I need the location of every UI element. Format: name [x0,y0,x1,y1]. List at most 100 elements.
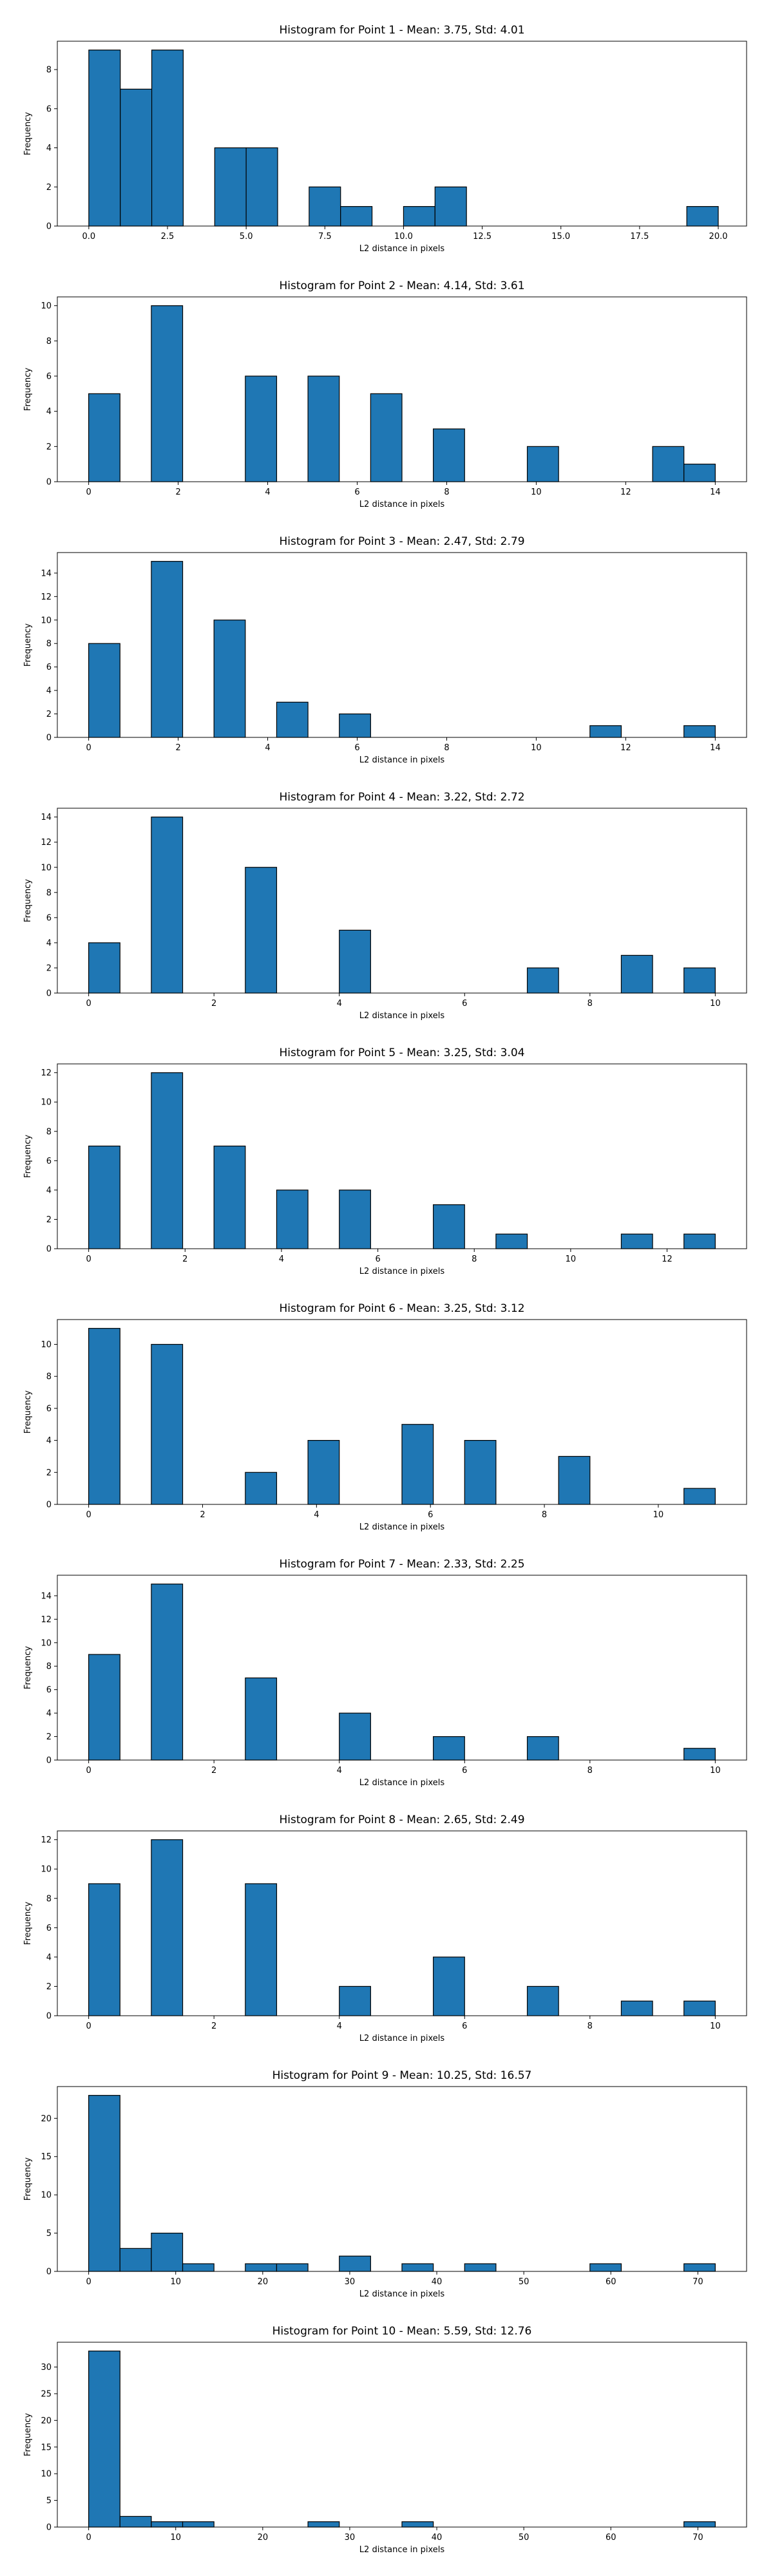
histogram-panel-10: Histogram for Point 10 - Mean: 5.59, Std… [23,2325,747,2555]
y-tick-label: 4 [46,1436,52,1446]
x-tick-label: 5.0 [240,232,253,242]
y-tick-label: 6 [46,1924,52,1933]
x-tick-label: 50 [519,2277,530,2287]
y-tick-label: 8 [46,66,52,75]
x-tick-label: 2 [211,2022,216,2031]
x-tick-label: 60 [606,2277,616,2287]
histogram-bar [88,1654,120,1761]
histogram-bar [245,1883,278,2016]
y-tick-label: 4 [46,1186,52,1195]
histogram-bar [245,1677,278,1761]
y-tick-label: 12 [41,1068,52,1078]
histogram-bar [151,305,184,482]
plot-frame [57,1063,747,1249]
x-tick-label: 0.0 [82,232,96,242]
x-tick-label: 4 [265,743,270,753]
x-tick-label: 6 [354,488,359,497]
x-tick-label: 30 [345,2533,356,2543]
x-tick-label: 6 [462,999,467,1009]
x-tick-label: 4 [337,2022,342,2031]
histogram-bar [401,2263,434,2272]
y-tick-label: 8 [46,639,52,649]
histogram-bar [88,50,121,227]
chart-title: Histogram for Point 10 - Mean: 5.59, Std… [272,2325,532,2338]
histogram-bar [620,1233,653,1249]
histogram-bar [686,206,719,227]
y-tick-label: 8 [46,1127,52,1137]
x-tick-label: 20 [258,2277,269,2287]
y-tick-label: 10 [41,1340,52,1350]
y-tick-label: 6 [46,1404,52,1414]
histogram-bar [683,2263,716,2272]
x-tick-label: 10.0 [394,232,413,242]
y-tick-label: 2 [46,1982,52,1992]
y-tick-label: 10 [41,2191,52,2201]
x-tick-label: 20.0 [709,232,728,242]
y-tick-label: 4 [46,687,52,696]
y-tick-label: 2 [46,1468,52,1478]
histogram-bar [589,725,622,738]
chart-title: Histogram for Point 8 - Mean: 2.65, Std:… [279,1814,524,1826]
x-axis-label: L2 distance in pixels [359,2545,445,2555]
histogram-bar [245,147,278,227]
histogram-panel-3: Histogram for Point 3 - Mean: 2.47, Std:… [23,535,747,765]
y-axis-label: Frequency [23,2157,33,2201]
histogram-panel-7: Histogram for Point 7 - Mean: 2.33, Std:… [23,1558,747,1788]
y-tick-label: 6 [46,104,52,114]
histogram-bar [245,1472,278,1505]
histogram-bar [683,2000,716,2016]
plot-frame [57,2342,747,2528]
x-tick-label: 0 [86,2277,91,2287]
x-tick-label: 12.5 [473,232,491,242]
x-tick-label: 8 [472,1255,477,1264]
y-tick-label: 2 [46,1732,52,1742]
bars [88,305,716,482]
histogram-bar [182,2521,215,2528]
plot-frame [57,41,747,227]
y-tick-label: 5 [46,2496,52,2506]
plot-frame [57,552,747,738]
histogram-bar [119,2248,152,2272]
histogram-bar [526,1985,559,2016]
y-tick-label: 10 [41,616,52,625]
histogram-bar [495,1233,528,1249]
y-tick-label: 14 [41,569,52,578]
histogram-bar [151,1072,184,1249]
y-tick-label: 8 [46,888,52,898]
bars [88,561,716,738]
histogram-bar [339,1189,371,1249]
histogram-bar [434,186,467,227]
y-axis-label: Frequency [23,1135,33,1178]
y-tick-label: 0 [46,1501,52,1510]
histogram-bar [276,701,309,738]
y-tick-label: 10 [41,1638,52,1648]
x-tick-label: 6 [375,1255,380,1264]
histogram-bar [683,1233,716,1249]
histogram-bar [433,1956,465,2016]
y-tick-label: 2 [46,710,52,719]
histogram-bar [464,2263,497,2272]
histogram-bar [151,1839,184,2016]
x-tick-label: 40 [432,2277,443,2287]
histogram-bar [683,464,716,482]
x-axis-label: L2 distance in pixels [359,1011,445,1021]
histogram-bar [370,393,403,482]
histogram-bar [119,2515,152,2528]
y-tick-label: 6 [46,663,52,672]
x-tick-label: 8 [542,1510,547,1520]
y-tick-label: 0 [46,478,52,488]
plot-frame [57,296,747,482]
y-axis-label: Frequency [23,1902,33,1945]
y-tick-label: 10 [41,301,52,311]
histogram-panel-4: Histogram for Point 4 - Mean: 3.22, Std:… [23,791,747,1021]
plot-frame [57,1830,747,2016]
y-axis-label: Frequency [23,1646,33,1689]
histogram-panel-6: Histogram for Point 6 - Mean: 3.25, Std:… [23,1302,747,1532]
histogram-panel-8: Histogram for Point 8 - Mean: 2.65, Std:… [23,1814,747,2043]
x-tick-label: 2.5 [161,232,175,242]
histogram-bar [213,1145,246,1249]
x-tick-label: 2 [175,743,180,753]
plot-frame [57,2086,747,2272]
x-tick-label: 2 [211,999,216,1009]
histogram-bar [558,1455,591,1505]
